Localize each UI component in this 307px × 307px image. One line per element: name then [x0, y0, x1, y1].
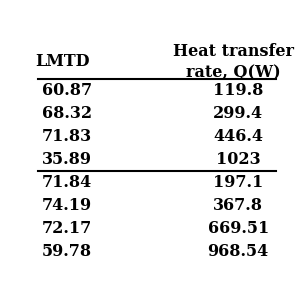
- Text: 71.83: 71.83: [42, 128, 92, 145]
- Text: 197.1: 197.1: [213, 174, 263, 191]
- Text: 35.89: 35.89: [42, 151, 92, 168]
- Text: 367.8: 367.8: [213, 197, 263, 214]
- Text: 968.54: 968.54: [208, 243, 269, 260]
- Text: LMTD: LMTD: [35, 53, 89, 70]
- Text: 446.4: 446.4: [213, 128, 263, 145]
- Text: 71.84: 71.84: [42, 174, 92, 191]
- Text: 299.4: 299.4: [213, 105, 263, 122]
- Text: 1023: 1023: [216, 151, 261, 168]
- Text: 119.8: 119.8: [213, 82, 263, 99]
- Text: Heat transfer
rate, Q(W): Heat transfer rate, Q(W): [173, 43, 294, 81]
- Text: 59.78: 59.78: [42, 243, 92, 260]
- Text: 72.17: 72.17: [42, 220, 92, 237]
- Text: 669.51: 669.51: [208, 220, 269, 237]
- Text: 68.32: 68.32: [42, 105, 92, 122]
- Text: 60.87: 60.87: [42, 82, 92, 99]
- Text: 74.19: 74.19: [42, 197, 92, 214]
